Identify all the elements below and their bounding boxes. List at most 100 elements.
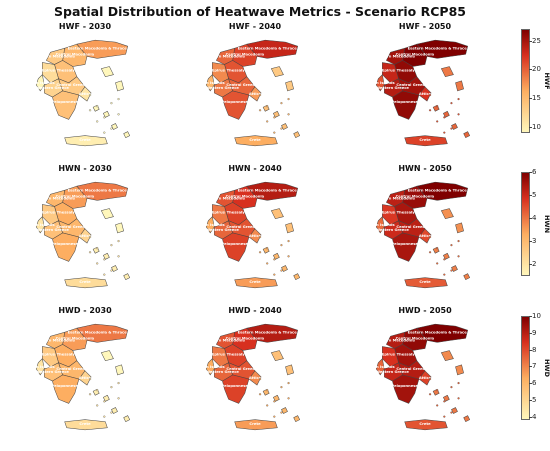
region-label: Central Macedonia — [226, 52, 265, 56]
islet — [96, 404, 99, 407]
islet — [429, 377, 432, 381]
colorbar-hwf: 25 20 15 10 HWF — [521, 29, 550, 133]
panel-title: HWN - 2050 — [398, 164, 452, 173]
greece-map: Eastern Macedonia & Thrace Central Macedo… — [196, 39, 301, 147]
region-label: Crete — [79, 138, 91, 142]
map-panel-hwf-2050: HWF - 2050 Eastern Macedonia & Thrace Cent… — [340, 22, 510, 157]
region-label: Western Macedonia — [34, 196, 75, 200]
region-label: South Aegean — [431, 260, 460, 264]
region-label: Central Macedonia — [226, 194, 265, 198]
islet — [110, 269, 113, 272]
region-label: Eastern Macedonia & Thrace — [68, 46, 128, 50]
region-label: Epirus — [42, 69, 55, 73]
islet — [110, 411, 113, 414]
islet — [287, 113, 290, 116]
islet — [287, 97, 290, 101]
region-ionian-islands — [35, 358, 45, 376]
islet — [103, 131, 106, 134]
islet — [280, 411, 283, 414]
islet — [287, 255, 290, 258]
region-label: South Aegean — [261, 260, 290, 264]
region-label: Central Greece — [226, 83, 257, 87]
region-label: Western Macedonia — [204, 338, 245, 342]
region-label: Western Greece — [36, 228, 69, 232]
islet — [280, 127, 283, 130]
region-eastern-macedonia-thrace — [416, 181, 469, 201]
region-label: North Aegean — [265, 77, 294, 81]
panel-title: HWD - 2050 — [398, 306, 452, 315]
region-label: Crete — [249, 138, 261, 142]
colorbar-tick: 4 — [528, 412, 537, 421]
islet — [436, 404, 439, 407]
region-crete — [404, 135, 448, 147]
colorbar-label: HWD — [543, 358, 550, 378]
region-label: Ionian Islands — [26, 81, 55, 85]
map-panel-hwd-2040: HWD - 2040 Eastern Macedonia & Thrace Cent… — [170, 306, 340, 441]
colorbar-tick: 3 — [528, 237, 537, 246]
region-label: Thessaly — [397, 353, 416, 357]
region-south-aegean — [262, 388, 301, 423]
region-label: Thessaly — [227, 211, 246, 215]
region-label: Peloponnese — [51, 384, 78, 388]
region-label: Central Greece — [226, 367, 257, 371]
region-ionian-islands — [375, 74, 385, 92]
colorbar-label: HWF — [543, 72, 550, 90]
region-label: Epirus — [212, 211, 225, 215]
region-label: Epirus — [212, 353, 225, 357]
region-eastern-macedonia-thrace — [246, 323, 299, 343]
islet — [96, 262, 99, 265]
region-label: Central Macedonia — [56, 194, 95, 198]
islet — [110, 244, 113, 247]
islet — [96, 120, 99, 123]
region-label: Eastern Macedonia & Thrace — [238, 46, 298, 50]
islet — [450, 102, 453, 105]
region-north-aegean — [270, 66, 294, 92]
region-label: Peloponnese — [51, 242, 78, 246]
islet — [443, 131, 446, 134]
region-crete — [234, 135, 278, 147]
region-ionian-islands — [205, 216, 215, 234]
region-label: Thessaly — [57, 211, 76, 215]
region-north-aegean — [100, 66, 124, 92]
region-label: North Aegean — [435, 77, 464, 81]
panel-title: HWD - 2040 — [228, 306, 282, 315]
region-label: Attica — [419, 376, 432, 380]
region-label: Epirus — [382, 69, 395, 73]
region-eastern-macedonia-thrace — [416, 39, 469, 59]
region-peloponnese — [392, 374, 420, 404]
islet — [259, 251, 262, 254]
region-label: Ionian Islands — [26, 365, 55, 369]
islet — [103, 400, 106, 403]
greece-map: Eastern Macedonia & Thrace Central Macedo… — [26, 39, 131, 147]
islet — [259, 377, 262, 381]
islet — [280, 244, 283, 247]
islet — [436, 247, 439, 250]
islet — [259, 93, 262, 97]
islet — [436, 105, 439, 108]
region-label: Western Greece — [36, 370, 69, 374]
colorbar-gradient — [521, 29, 530, 133]
region-north-aegean — [270, 208, 294, 234]
region-label: North Aegean — [95, 77, 124, 81]
islet — [457, 239, 460, 243]
region-south-aegean — [92, 104, 131, 139]
region-label: Central Greece — [56, 83, 87, 87]
islet — [436, 262, 439, 265]
islet — [457, 381, 460, 385]
region-label: Eastern Macedonia & Thrace — [408, 46, 468, 50]
region-label: Ionian Islands — [366, 223, 395, 227]
colorbar-tick: 20 — [529, 65, 541, 74]
colorbar-hwd: 10 9 8 7 6 5 4 HWD — [521, 312, 550, 421]
region-peloponnese — [222, 90, 250, 120]
region-label: Central Greece — [396, 83, 427, 87]
region-label: Western Greece — [36, 86, 69, 90]
region-label: Attica — [249, 234, 262, 238]
region-label: Crete — [419, 138, 431, 142]
colorbar-tick: 25 — [529, 36, 541, 45]
region-label: Eastern Macedonia & Thrace — [238, 330, 298, 334]
region-label: Western Macedonia — [34, 338, 75, 342]
islet — [96, 247, 99, 250]
islet — [287, 397, 290, 400]
region-label: Thessaly — [397, 211, 416, 215]
islet — [103, 415, 106, 418]
